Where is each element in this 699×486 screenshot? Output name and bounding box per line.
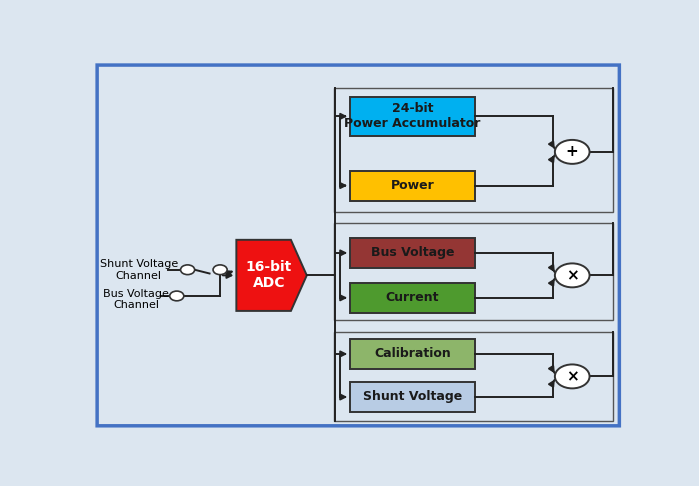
FancyBboxPatch shape	[350, 238, 475, 268]
Text: Power: Power	[391, 179, 434, 192]
Text: Current: Current	[386, 291, 439, 304]
Text: ×: ×	[566, 369, 579, 384]
Text: 16-bit
ADC: 16-bit ADC	[246, 260, 292, 291]
Text: ×: ×	[566, 268, 579, 283]
FancyBboxPatch shape	[97, 65, 619, 426]
FancyBboxPatch shape	[350, 382, 475, 412]
Text: Bus Voltage
Channel: Bus Voltage Channel	[103, 289, 169, 311]
Circle shape	[555, 263, 589, 287]
Circle shape	[180, 265, 194, 275]
Polygon shape	[236, 240, 307, 311]
Text: Shunt Voltage
Channel: Shunt Voltage Channel	[100, 259, 178, 280]
Text: 24-bit
Power Accumulator: 24-bit Power Accumulator	[344, 103, 481, 130]
FancyBboxPatch shape	[350, 97, 475, 136]
Circle shape	[555, 140, 589, 164]
FancyBboxPatch shape	[350, 339, 475, 369]
FancyBboxPatch shape	[350, 283, 475, 313]
Text: Bus Voltage: Bus Voltage	[370, 246, 454, 260]
Circle shape	[555, 364, 589, 388]
Text: Shunt Voltage: Shunt Voltage	[363, 390, 462, 403]
Text: +: +	[566, 144, 579, 159]
Text: Calibration: Calibration	[374, 347, 451, 361]
Circle shape	[213, 265, 227, 275]
FancyBboxPatch shape	[350, 171, 475, 201]
Circle shape	[170, 291, 184, 301]
